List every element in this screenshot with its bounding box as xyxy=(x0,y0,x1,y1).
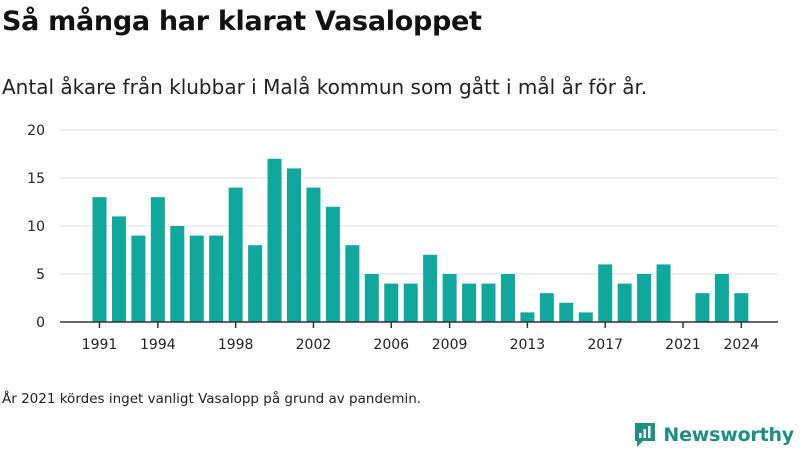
bar-1997 xyxy=(209,235,224,322)
y-tick-label: 10 xyxy=(27,219,45,235)
x-tick-label: 2006 xyxy=(373,337,409,353)
x-tick-label: 2002 xyxy=(296,337,332,353)
bar-2000 xyxy=(267,158,282,322)
x-tick-label: 1998 xyxy=(218,337,254,353)
bar-2020 xyxy=(656,264,671,322)
bar-2019 xyxy=(637,274,652,322)
bar-2002 xyxy=(306,187,321,322)
x-tick-label: 2024 xyxy=(724,337,760,353)
bar-2006 xyxy=(384,283,399,322)
x-tick-label: 2021 xyxy=(665,337,701,353)
bar-1991 xyxy=(92,197,107,322)
x-tick-label: 2009 xyxy=(432,337,468,353)
bar-2017 xyxy=(598,264,613,322)
bar-2007 xyxy=(403,283,418,322)
bar-2004 xyxy=(345,245,360,322)
bar-1995 xyxy=(170,226,185,322)
bar-2009 xyxy=(442,274,457,322)
bar-2022 xyxy=(695,293,710,322)
chart-subtitle: Antal åkare från klubbar i Malå kommun s… xyxy=(2,75,648,99)
bar-2005 xyxy=(364,274,379,322)
newsworthy-logo: Newsworthy xyxy=(633,421,794,448)
bar-2014 xyxy=(539,293,554,322)
bar-2024 xyxy=(734,293,749,322)
bar-chart: 0 5 10 15 20 1991 1994 1998 2002 2006 2009 2013 201… xyxy=(27,123,778,353)
x-tick-label: 2017 xyxy=(587,337,623,353)
y-axis-ticks: 0 5 10 15 20 xyxy=(27,123,45,331)
bar-2011 xyxy=(481,283,496,322)
bar-2001 xyxy=(287,168,301,322)
bar-1992 xyxy=(111,216,126,322)
y-tick-label: 15 xyxy=(27,171,45,187)
bar-1998 xyxy=(228,187,243,322)
brand-name: Newsworthy xyxy=(663,423,794,446)
bar-2013 xyxy=(520,312,535,322)
bar-2016 xyxy=(578,312,593,322)
bar-1996 xyxy=(189,235,204,322)
bar-1999 xyxy=(248,245,263,322)
bar-2018 xyxy=(617,283,632,322)
y-tick-label: 5 xyxy=(36,267,45,283)
bar-2015 xyxy=(559,302,574,322)
bar-2008 xyxy=(423,254,438,322)
bar-1994 xyxy=(150,197,165,322)
x-tick-label: 2013 xyxy=(510,337,546,353)
x-axis: 1991 1994 1998 2002 2006 2009 2013 2017 2021 2024 xyxy=(60,321,778,353)
bars xyxy=(92,158,749,322)
newsworthy-logo-icon xyxy=(635,423,656,447)
chart-title: Så många har klarat Vasaloppet xyxy=(2,6,482,37)
bar-2010 xyxy=(462,283,477,322)
bar-2012 xyxy=(500,274,515,322)
x-tick-label: 1994 xyxy=(140,337,176,353)
y-tick-label: 0 xyxy=(36,315,45,331)
gridlines xyxy=(60,129,778,275)
x-tick-label: 1991 xyxy=(82,337,118,353)
bar-2003 xyxy=(325,206,340,322)
bar-2023 xyxy=(714,274,729,322)
y-tick-label: 20 xyxy=(27,123,45,139)
footnote: År 2021 kördes inget vanligt Vasalopp på… xyxy=(2,391,422,407)
bar-1993 xyxy=(131,235,146,322)
